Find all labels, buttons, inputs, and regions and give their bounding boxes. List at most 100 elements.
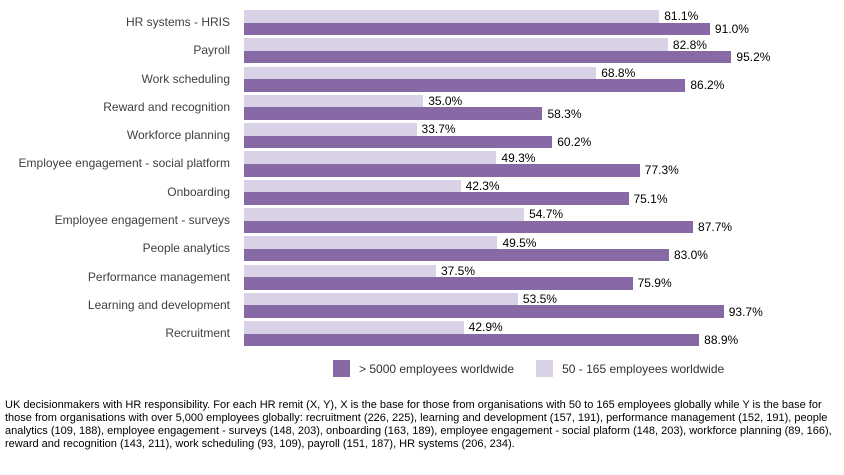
- chart-row: Payroll 82.8% 95.2%: [0, 37, 844, 65]
- value-label: 37.5%: [441, 263, 476, 278]
- bar-large-org: [244, 333, 700, 347]
- bar-large-org: [244, 164, 640, 177]
- bar-row: 37.5%: [244, 263, 756, 278]
- value-label: 35.0%: [428, 94, 463, 109]
- bar-group: 53.5% 93.7%: [244, 292, 763, 319]
- legend-label-large-org: > 5000 employees worldwide: [359, 361, 515, 376]
- bar-row: 82.8%: [244, 37, 756, 52]
- bar-large-org: [244, 22, 710, 36]
- value-label: 60.2%: [557, 135, 592, 150]
- legend-swatch-large-org: [333, 360, 350, 378]
- value-label: 77.3%: [644, 163, 679, 178]
- bar-group: 81.1% 91.0%: [244, 9, 756, 36]
- bar-row: 42.9%: [244, 320, 756, 335]
- bar-row: 42.3%: [244, 178, 756, 193]
- bar-row: 86.2%: [244, 78, 756, 93]
- bar-row: 91.0%: [244, 21, 756, 36]
- bar-group: 54.7% 87.7%: [244, 207, 756, 234]
- category-label: Learning and development: [87, 297, 230, 312]
- bar-row: 68.8%: [244, 65, 756, 80]
- bar-large-org: [244, 50, 732, 64]
- chart-row: Employee engagement - surveys 54.7% 87.7%: [0, 207, 844, 234]
- bar-small-org: [244, 292, 518, 306]
- chart-row: Onboarding 42.3% 75.1%: [0, 178, 844, 206]
- category-label: Employee engagement - social platform: [18, 156, 230, 171]
- bar-large-org: [244, 107, 543, 121]
- bar-group: 42.3% 75.1%: [244, 178, 756, 206]
- legend-item-small-org: 50 - 165 employees worldwide: [536, 360, 725, 378]
- bar-small-org: [244, 207, 525, 221]
- value-label: 87.7%: [698, 219, 733, 234]
- value-label: 88.9%: [704, 332, 739, 347]
- bar-small-org: [244, 179, 461, 193]
- value-label: 81.1%: [664, 9, 699, 24]
- bar-row: 75.1%: [244, 191, 756, 206]
- bar-row: 93.7%: [244, 305, 763, 319]
- value-label: 53.5%: [522, 292, 557, 307]
- value-label: 68.8%: [601, 65, 636, 80]
- bar-group: 37.5% 75.9%: [244, 263, 756, 291]
- chart-row: Employee engagement - social platform 49.…: [0, 150, 844, 178]
- bar-small-org: [244, 66, 597, 80]
- bar-row: 33.7%: [244, 122, 756, 136]
- bar-small-org: [244, 151, 497, 164]
- chart-row: Recruitment 42.9% 88.9%: [0, 320, 844, 347]
- category-label: Recruitment: [165, 326, 230, 341]
- bar-small-org: [244, 264, 436, 278]
- chart-row: People analytics 49.5% 83.0%: [0, 236, 844, 263]
- value-label: 42.3%: [465, 178, 500, 193]
- bar-small-org: [244, 94, 424, 108]
- bar-large-org: [244, 277, 633, 290]
- bar-large-org: [244, 79, 686, 92]
- chart-row: HR systems - HRIS 81.1% 91.0%: [0, 9, 844, 36]
- value-label: 91.0%: [714, 21, 749, 36]
- legend-swatch-small-org: [536, 360, 554, 378]
- bar-row: 95.2%: [244, 50, 770, 64]
- category-label: Employee engagement - surveys: [54, 212, 230, 227]
- category-label: Work scheduling: [141, 71, 231, 86]
- chart-row: Performance management 37.5% 75.9%: [0, 263, 844, 291]
- value-label: 49.3%: [501, 150, 536, 165]
- bar-row: 87.7%: [244, 219, 756, 234]
- bar-small-org: [244, 321, 464, 334]
- bar-row: 75.9%: [244, 276, 756, 291]
- chart-row: Workforce planning 33.7% 60.2%: [0, 122, 844, 150]
- value-label: 75.1%: [633, 191, 668, 206]
- bar-row: 58.3%: [244, 106, 756, 121]
- chart-row: Reward and recognition 35.0% 58.3%: [0, 94, 844, 121]
- category-label: Performance management: [87, 269, 230, 284]
- bar-group: 82.8% 95.2%: [244, 37, 770, 64]
- bar-group: 49.3% 77.3%: [244, 150, 756, 178]
- bar-large-org: [244, 248, 669, 262]
- category-label: Workforce planning: [126, 128, 230, 143]
- bar-row: 88.9%: [244, 332, 756, 347]
- bar-row: 83.0%: [244, 248, 756, 262]
- bar-group: 35.0% 58.3%: [244, 94, 756, 121]
- category-label: Reward and recognition: [103, 99, 230, 114]
- bar-row: 77.3%: [244, 163, 756, 178]
- bar-group: 33.7% 60.2%: [244, 122, 756, 150]
- bar-large-org: [244, 135, 553, 149]
- value-label: 58.3%: [547, 106, 582, 121]
- category-label: Onboarding: [167, 184, 230, 199]
- category-label: Payroll: [193, 43, 230, 58]
- bar-large-org: [244, 192, 629, 205]
- value-label: 86.2%: [690, 78, 725, 93]
- bar-group: 42.9% 88.9%: [244, 320, 756, 347]
- category-label: People analytics: [142, 241, 230, 256]
- bar-row: 49.3%: [244, 150, 756, 165]
- value-label: 42.9%: [468, 320, 503, 335]
- value-label: 93.7%: [728, 304, 763, 319]
- bar-chart: HR systems - HRIS 81.1% 91.0% Payroll 82.8% 9…: [0, 9, 844, 347]
- bar-row: 54.7%: [244, 207, 756, 221]
- value-label: 82.8%: [672, 37, 707, 52]
- bar-small-org: [244, 123, 417, 136]
- legend-item-large-org: > 5000 employees worldwide: [333, 360, 515, 378]
- legend-label-small-org: 50 - 165 employees worldwide: [562, 361, 725, 376]
- value-label: 75.9%: [637, 276, 672, 291]
- chart-row: Work scheduling 68.8% 86.2%: [0, 65, 844, 93]
- bar-small-org: [244, 236, 498, 249]
- caption-text: UK decisionmakers with HR responsibility…: [5, 399, 832, 451]
- bar-row: 49.5%: [244, 236, 756, 250]
- bar-small-org: [244, 38, 668, 51]
